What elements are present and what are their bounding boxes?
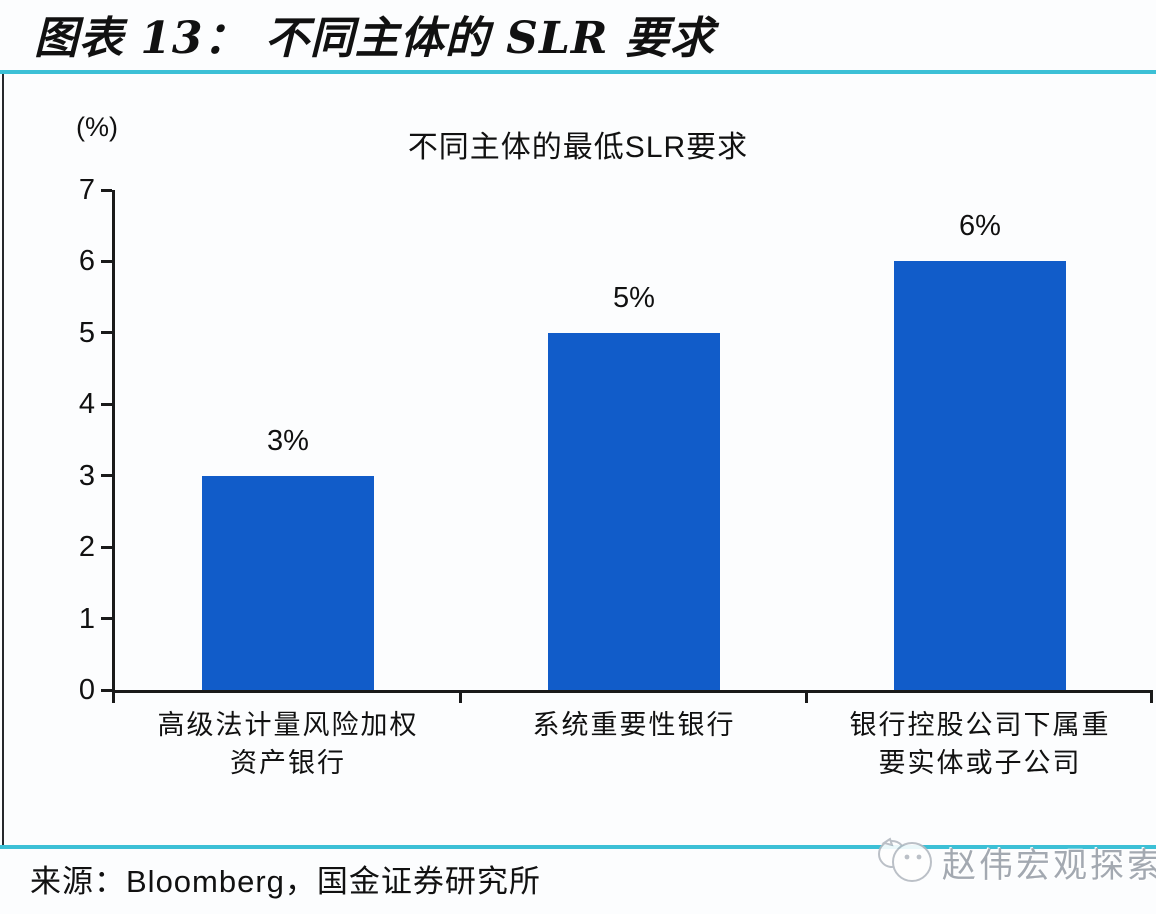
y-axis-tick <box>101 474 112 478</box>
y-axis-tick-label: 2 <box>78 531 95 564</box>
y-axis-tick-label: 1 <box>78 602 95 635</box>
x-axis-tick <box>459 690 462 703</box>
y-axis-tick-label: 7 <box>78 174 95 206</box>
bar <box>894 261 1066 690</box>
chart-title: 不同主体的最低SLR要求 <box>407 131 749 164</box>
y-axis-tick <box>101 688 112 692</box>
top-divider-line <box>0 70 1156 74</box>
x-axis-tick <box>1150 690 1153 703</box>
bottom-divider-line <box>0 845 1156 849</box>
y-axis-tick-label: 4 <box>78 388 95 421</box>
source-attribution: 来源：Bloomberg，国金证券研究所 <box>30 864 541 899</box>
category-label: 系统重要性银行 <box>532 710 736 740</box>
watermark: 赵伟宏观探索 <box>852 820 1156 898</box>
y-axis-tick-label: 5 <box>78 316 95 349</box>
bar <box>202 475 374 690</box>
y-axis-tick <box>101 545 112 549</box>
y-axis-tick-label: 6 <box>78 245 95 278</box>
watermark-text: 赵伟宏观探索 <box>942 847 1156 885</box>
y-axis-tick <box>101 259 112 263</box>
y-axis-tick <box>101 331 112 335</box>
bar-value-label: 3% <box>267 424 309 457</box>
left-border-line <box>2 74 4 845</box>
bar-value-label: 5% <box>613 281 655 314</box>
y-axis-tick-label: 3 <box>78 459 95 492</box>
bar-chart-plot-area: 0 1 2 3 4 5 6 7 高级法计量风险加权 资产银行 系统重要性银行 银行控股公司下属重 要… <box>79 174 1153 778</box>
cat-avatar-icon <box>878 837 932 882</box>
y-axis-tick <box>101 617 112 621</box>
category-label: 高级法计量风险加权 资产银行 <box>157 710 419 778</box>
bar <box>548 332 720 690</box>
y-axis-unit-label: (%) <box>76 112 118 142</box>
bar-value-label: 6% <box>959 210 1001 243</box>
y-axis-tick <box>101 188 112 192</box>
y-axis-tick <box>101 402 112 406</box>
x-axis-tick <box>112 690 115 703</box>
figure-title: 图表 13： 不同主体的 SLR 要求 <box>34 13 715 64</box>
x-axis-tick <box>805 690 808 703</box>
category-label: 银行控股公司下属重 要实体或子公司 <box>849 710 1111 778</box>
y-axis-tick-label: 0 <box>78 674 95 706</box>
